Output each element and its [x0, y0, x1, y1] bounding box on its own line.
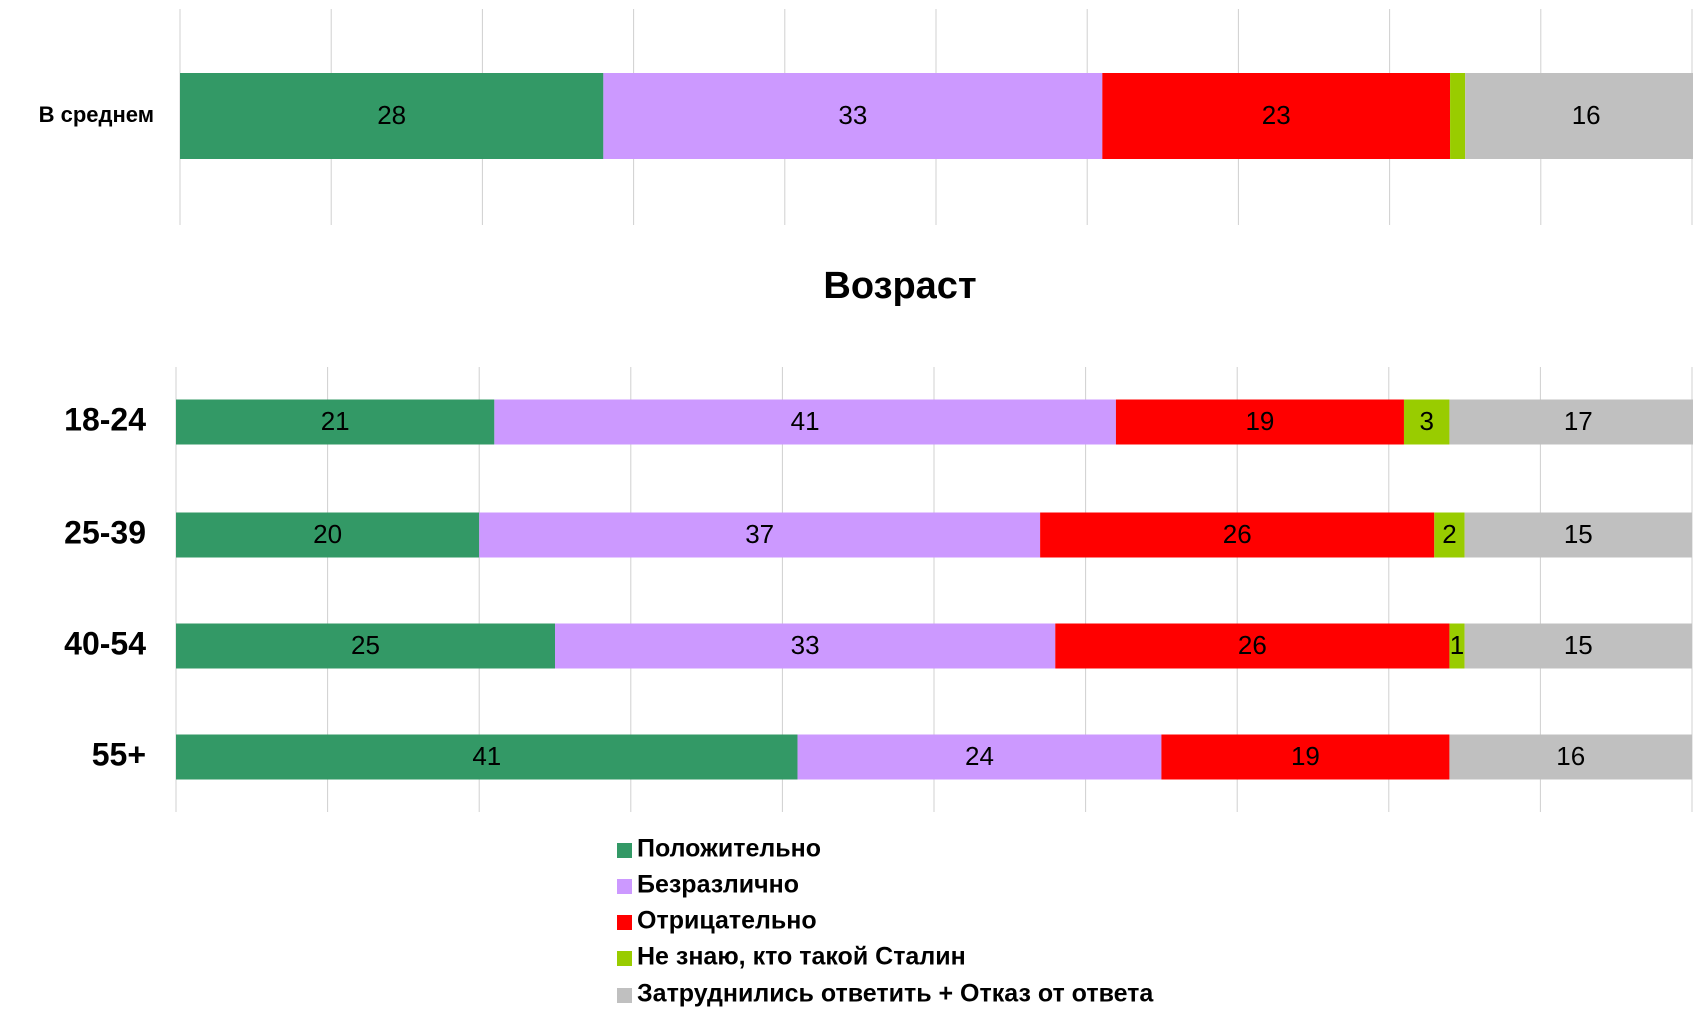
- bar-segment: [1102, 73, 1451, 159]
- bar-segment: [1055, 623, 1450, 669]
- legend-swatch: [617, 988, 632, 1003]
- data-label: 24: [965, 741, 994, 771]
- data-label: 33: [791, 630, 820, 660]
- bar-segment: [1403, 399, 1450, 445]
- data-label: 19: [1291, 741, 1320, 771]
- legend-label: Отрицательно: [637, 907, 817, 935]
- data-label: 20: [313, 519, 342, 549]
- bar-segment: [1161, 734, 1450, 780]
- data-label: 37: [745, 519, 774, 549]
- category-label: В среднем: [39, 102, 154, 127]
- data-label: 21: [321, 406, 350, 436]
- data-label: 16: [1572, 100, 1601, 130]
- bar-segment: [1449, 734, 1692, 780]
- data-label: 26: [1223, 519, 1252, 549]
- data-label: 15: [1564, 630, 1593, 660]
- data-label: 3: [1419, 406, 1433, 436]
- bar-segment: [1449, 399, 1693, 445]
- data-label: 2: [1442, 519, 1456, 549]
- bar-segment: [1449, 623, 1465, 669]
- legend-swatch: [617, 915, 632, 930]
- data-label: 16: [1556, 741, 1585, 771]
- bar-segment: [494, 399, 1116, 445]
- bar-segment: [180, 73, 604, 159]
- bar-segment: [1450, 73, 1466, 159]
- data-label: 25: [351, 630, 380, 660]
- legend-label: Не знаю, кто такой Сталин: [637, 943, 966, 971]
- data-label: 26: [1238, 630, 1267, 660]
- data-label: 19: [1245, 406, 1274, 436]
- bar-segment: [1465, 73, 1693, 159]
- legend-swatch: [617, 951, 632, 966]
- data-label: 41: [472, 741, 501, 771]
- bar-segment: [1464, 512, 1692, 558]
- data-label: 28: [377, 100, 406, 130]
- category-label: 40-54: [64, 625, 146, 661]
- bar-segment: [176, 512, 480, 558]
- legend-label: Затруднились ответить + Отказ от ответа: [637, 980, 1154, 1008]
- chart-title: Возраст: [823, 265, 976, 307]
- category-label: 25-39: [64, 514, 146, 550]
- category-label: 18-24: [64, 401, 146, 437]
- data-label: 1: [1450, 630, 1464, 660]
- bar-segment: [1464, 623, 1692, 669]
- data-label: 15: [1564, 519, 1593, 549]
- bar-segment: [797, 734, 1162, 780]
- data-label: 17: [1564, 406, 1593, 436]
- bar-segment: [176, 623, 555, 669]
- bar-segment: [1434, 512, 1465, 558]
- legend-label: Положительно: [637, 835, 821, 863]
- data-label: 23: [1262, 100, 1291, 130]
- data-label: 41: [791, 406, 820, 436]
- legend-swatch: [617, 843, 632, 858]
- bar-segment: [479, 512, 1041, 558]
- bar-segment: [603, 73, 1103, 159]
- legend-swatch: [617, 879, 632, 894]
- category-label: 55+: [92, 736, 146, 772]
- bar-segment: [176, 399, 495, 445]
- data-label: 33: [838, 100, 867, 130]
- bar-segment: [1040, 512, 1435, 558]
- bar-segment: [176, 734, 798, 780]
- bar-segment: [1115, 399, 1404, 445]
- bar-segment: [555, 623, 1056, 669]
- legend-label: Безразлично: [637, 871, 799, 899]
